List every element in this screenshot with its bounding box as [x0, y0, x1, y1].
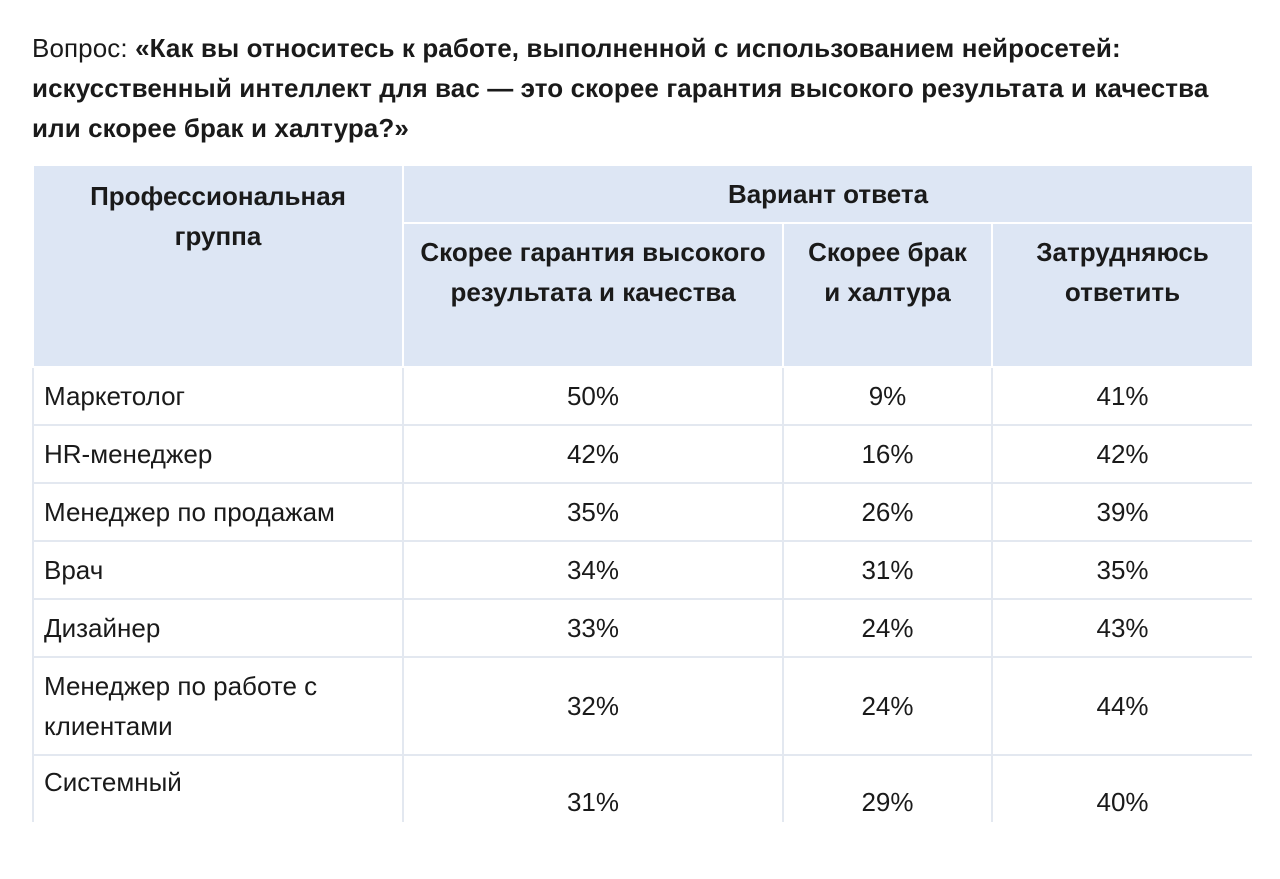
- row-group: HR-менеджер: [32, 424, 404, 484]
- value-difficult: 39%: [990, 482, 1252, 542]
- header-guarantee: Скорее гарантия высокого результата и ка…: [402, 222, 784, 368]
- value-guarantee: 31%: [402, 754, 784, 822]
- table-row: Врач 34% 31% 35%: [32, 540, 1252, 600]
- value-difficult: 41%: [990, 366, 1252, 426]
- value-difficult: 35%: [990, 540, 1252, 600]
- table-row: Маркетолог 50% 9% 41%: [32, 366, 1252, 426]
- row-group: Врач: [32, 540, 404, 600]
- value-defect: 29%: [782, 754, 993, 822]
- value-defect: 26%: [782, 482, 993, 542]
- table-row: Менеджер по работе с клиентами 32% 24% 4…: [32, 656, 1252, 756]
- header-professional-group: Профессиональная группа: [32, 164, 404, 368]
- question-body: «Как вы относитесь к работе, выполненной…: [32, 33, 1209, 143]
- table-row: Менеджер по продажам 35% 26% 39%: [32, 482, 1252, 542]
- value-guarantee: 32%: [402, 656, 784, 756]
- question-text: Вопрос: «Как вы относитесь к работе, вып…: [32, 28, 1252, 148]
- value-defect: 9%: [782, 366, 993, 426]
- value-guarantee: 33%: [402, 598, 784, 658]
- value-guarantee: 34%: [402, 540, 784, 600]
- row-group: Маркетолог: [32, 366, 404, 426]
- value-guarantee: 35%: [402, 482, 784, 542]
- value-difficult: 43%: [990, 598, 1252, 658]
- value-guarantee: 50%: [402, 366, 784, 426]
- row-group: Системный: [32, 754, 404, 822]
- value-difficult: 44%: [990, 656, 1252, 756]
- question-label: Вопрос:: [32, 33, 136, 63]
- survey-table: Профессиональная группа Вариант ответа С…: [32, 164, 1252, 822]
- header-defect: Скорее брак и халтура: [782, 222, 993, 368]
- header-difficult: Затрудняюсь ответить: [990, 222, 1252, 368]
- value-defect: 24%: [782, 656, 993, 756]
- value-difficult: 42%: [990, 424, 1252, 484]
- header-answer-variant: Вариант ответа: [401, 164, 1252, 224]
- value-defect: 24%: [782, 598, 993, 658]
- table-row: Системный 31% 29% 40%: [32, 754, 1252, 822]
- survey-table-container: Профессиональная группа Вариант ответа С…: [32, 164, 1252, 822]
- row-group: Менеджер по продажам: [32, 482, 404, 542]
- table-row: HR-менеджер 42% 16% 42%: [32, 424, 1252, 484]
- value-guarantee: 42%: [402, 424, 784, 484]
- value-defect: 31%: [782, 540, 993, 600]
- value-difficult: 40%: [990, 754, 1252, 822]
- row-group: Менеджер по работе с клиентами: [32, 656, 404, 756]
- value-defect: 16%: [782, 424, 993, 484]
- table-row: Дизайнер 33% 24% 43%: [32, 598, 1252, 658]
- row-group: Дизайнер: [32, 598, 404, 658]
